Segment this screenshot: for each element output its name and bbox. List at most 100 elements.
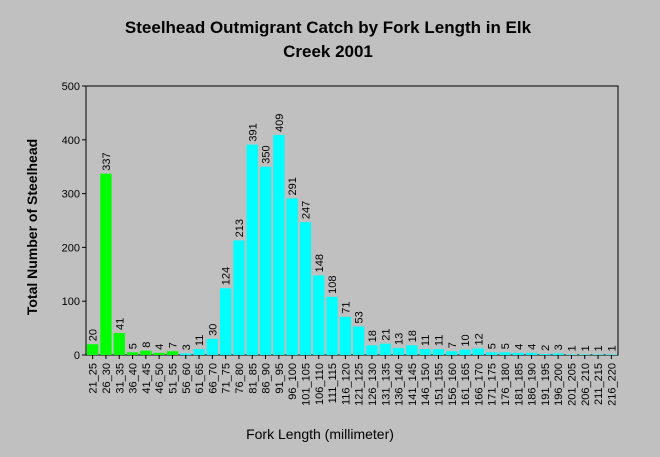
data-label: 5 (500, 343, 512, 349)
data-label: 1 (566, 345, 578, 351)
x-tick-label: 146_150 (420, 363, 432, 406)
x-tick-label: 176_180 (500, 363, 512, 406)
data-label: 7 (167, 342, 179, 348)
x-tick-label: 121_125 (354, 363, 366, 406)
data-label: 1 (593, 345, 605, 351)
x-tick-label: 196_200 (553, 363, 565, 406)
data-label: 11 (433, 335, 445, 346)
bar (565, 354, 578, 355)
y-tick-label: 300 (62, 189, 80, 201)
bar (379, 343, 391, 355)
bar (605, 354, 617, 355)
x-tick-label: 151_155 (433, 363, 445, 406)
bar (313, 275, 325, 355)
data-label: 4 (513, 344, 525, 350)
x-tick-label: 191_195 (540, 363, 552, 406)
x-tick-label: 96_100 (287, 363, 299, 400)
data-label: 10 (460, 334, 472, 346)
data-label: 213 (234, 219, 246, 237)
x-tick-label: 201_205 (566, 363, 578, 406)
data-label: 3 (553, 344, 565, 350)
bar (326, 296, 338, 355)
x-tick-label: 36_40 (128, 363, 140, 394)
bar (246, 144, 258, 355)
data-label: 7 (447, 342, 459, 348)
bar (392, 348, 405, 355)
data-label: 247 (300, 201, 312, 219)
data-label: 350 (261, 145, 273, 163)
bar (592, 354, 604, 355)
chart-title-line2: Creek 2001 (283, 42, 373, 61)
x-axis-title: Fork Length (millimeter) (246, 426, 394, 442)
x-tick-label: 166_170 (473, 363, 485, 406)
data-label: 41 (114, 318, 126, 330)
bar (180, 353, 192, 355)
plot-frame (85, 85, 619, 356)
x-tick-label: 41_45 (141, 363, 153, 394)
bar (499, 352, 511, 355)
bar (220, 288, 232, 355)
data-label: 30 (207, 324, 219, 336)
data-label: 4 (527, 344, 539, 350)
bar (512, 352, 524, 355)
x-tick-label: 156_160 (447, 363, 459, 406)
data-label: 12 (473, 333, 485, 345)
data-label: 124 (221, 267, 233, 285)
x-tick-label: 131_135 (380, 363, 392, 406)
plot-area: 01002003004005002021_2533726_304131_3553… (62, 81, 619, 406)
x-tick-label: 106_110 (314, 363, 326, 405)
data-label: 21 (380, 328, 392, 340)
x-tick-label: 111_115 (327, 363, 339, 403)
y-tick-label: 100 (62, 296, 80, 308)
bar (353, 326, 365, 355)
data-label: 13 (394, 333, 406, 345)
x-tick-label: 46_50 (154, 363, 166, 394)
x-tick-label: 81_85 (247, 363, 259, 394)
bar (113, 332, 125, 355)
data-label: 11 (194, 335, 206, 346)
data-label: 71 (340, 302, 352, 314)
x-tick-label: 116_120 (340, 363, 352, 405)
bar (446, 351, 458, 355)
x-tick-label: 91_95 (274, 363, 286, 394)
data-label: 4 (154, 344, 166, 350)
data-label: 391 (247, 123, 259, 141)
y-tick-label: 400 (62, 135, 80, 147)
x-tick-label: 136_140 (394, 363, 406, 406)
y-axis-title: Total Number of Steelhead (24, 139, 40, 315)
data-label: 1 (580, 345, 592, 351)
x-tick-label: 21_25 (88, 363, 100, 394)
x-tick-label: 211_215 (593, 363, 605, 405)
y-tick-label: 0 (74, 350, 80, 362)
bar (100, 173, 112, 355)
data-label: 20 (88, 329, 100, 341)
x-tick-label: 76_80 (234, 363, 246, 394)
x-tick-label: 31_35 (114, 363, 126, 394)
bar (193, 349, 205, 355)
x-tick-label: 206_210 (580, 363, 592, 406)
bar (406, 345, 418, 355)
bar (366, 345, 378, 355)
chart-title-line1: Steelhead Outmigrant Catch by Fork Lengt… (125, 18, 532, 37)
x-tick-label: 186_190 (527, 363, 539, 406)
x-tick-label: 101_105 (300, 363, 312, 406)
x-tick-label: 71_75 (221, 363, 233, 394)
data-label: 337 (101, 152, 113, 170)
data-label: 18 (367, 330, 379, 342)
data-label: 3 (181, 344, 193, 350)
x-tick-label: 126_130 (367, 363, 379, 406)
bar (419, 349, 431, 355)
x-tick-label: 141_145 (407, 363, 419, 406)
y-tick-label: 200 (62, 242, 80, 254)
bar (486, 352, 498, 355)
bar (206, 338, 218, 355)
x-tick-label: 66_70 (207, 363, 219, 394)
data-label: 11 (420, 335, 432, 346)
x-tick-label: 51_55 (167, 363, 179, 394)
bar (166, 351, 179, 355)
bar (432, 349, 445, 355)
bar (579, 354, 591, 355)
bar (539, 353, 551, 355)
bar (459, 349, 471, 355)
